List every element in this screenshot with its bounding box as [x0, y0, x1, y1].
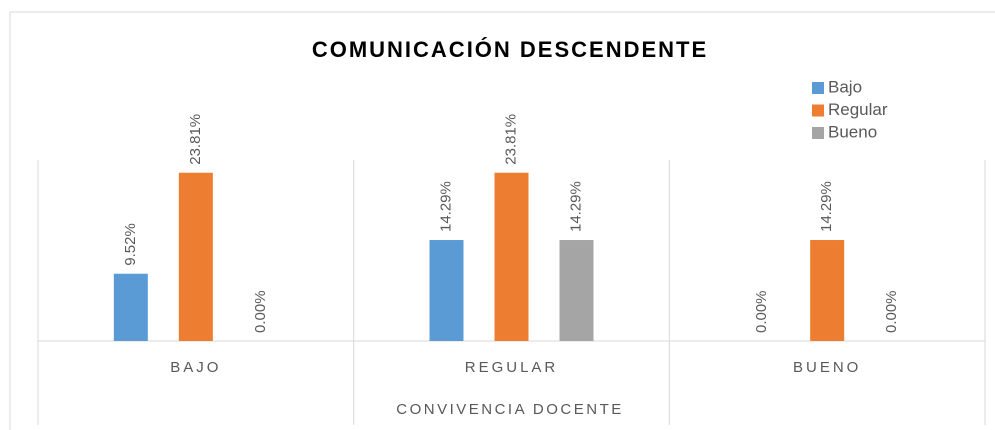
data-label: 14.29%	[567, 181, 584, 232]
x-tick-label: BAJO	[170, 359, 221, 376]
bar	[429, 240, 464, 341]
data-label: 23.81%	[187, 114, 204, 165]
legend-swatch	[812, 127, 824, 139]
chart-title: COMUNICACIÓN DESCENDENTE	[312, 37, 708, 62]
x-axis-title: CONVIVENCIA DOCENTE	[396, 401, 624, 418]
bar	[810, 240, 845, 341]
data-label: 0.00%	[753, 290, 770, 333]
legend-swatch	[812, 82, 824, 94]
bar	[559, 240, 594, 341]
data-label: 14.29%	[437, 181, 454, 232]
legend-label: Regular	[828, 100, 888, 119]
data-label: 0.00%	[252, 290, 269, 333]
legend-label: Bajo	[828, 77, 862, 96]
chart-frame	[9, 11, 995, 430]
data-label: 14.29%	[818, 181, 835, 232]
legend-label: Bueno	[828, 122, 877, 141]
x-tick-label: REGULAR	[465, 359, 559, 376]
bar	[113, 273, 148, 341]
data-label: 9.52%	[122, 223, 139, 266]
bar	[494, 172, 529, 341]
legend-swatch	[812, 104, 824, 117]
data-label: 23.81%	[502, 114, 519, 165]
x-tick-label: BUENO	[793, 359, 861, 376]
data-label: 0.00%	[883, 290, 900, 333]
bar	[178, 172, 213, 341]
